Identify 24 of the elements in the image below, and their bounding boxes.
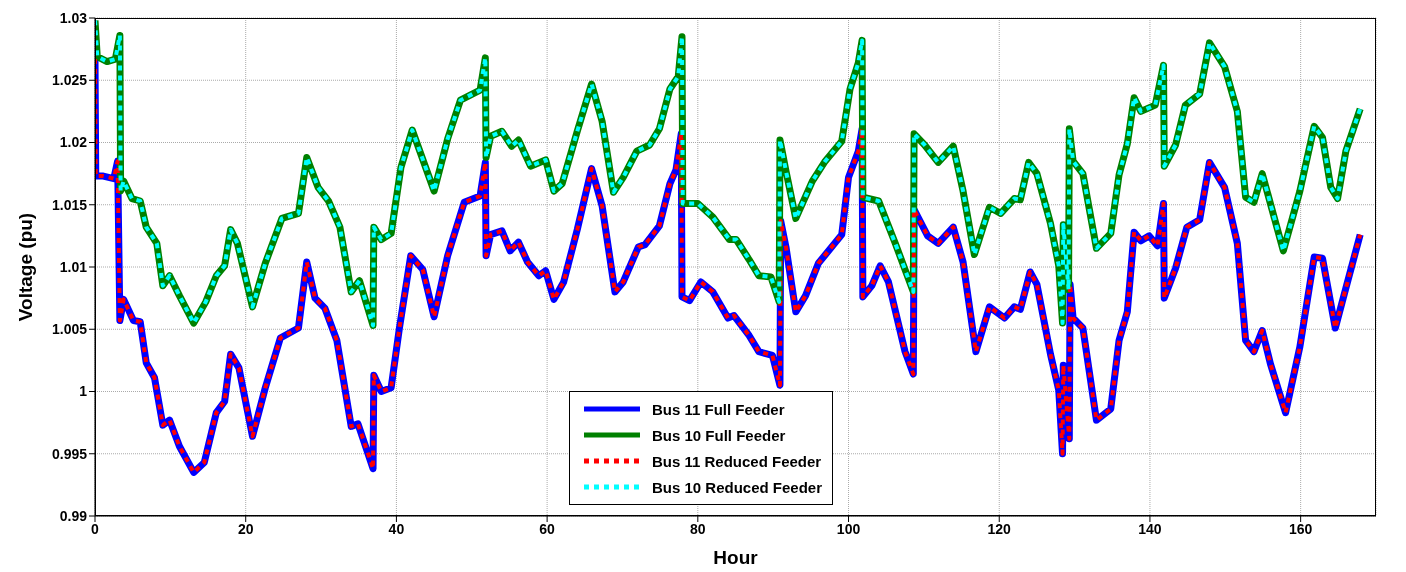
legend-label: Bus 10 Full Feeder bbox=[651, 426, 786, 444]
x-tick-label: 60 bbox=[539, 520, 556, 537]
y-tick-label: 1.025 bbox=[51, 72, 88, 89]
x-tick-label: 100 bbox=[836, 520, 861, 537]
y-tick-label: 0.995 bbox=[51, 445, 88, 462]
y-tick-label: 0.99 bbox=[59, 507, 88, 524]
legend-label: Bus 11 Reduced Feeder bbox=[651, 452, 822, 470]
x-tick-label: 140 bbox=[1138, 520, 1162, 537]
x-tick-label: 160 bbox=[1288, 520, 1313, 537]
x-tick-label: 20 bbox=[237, 520, 254, 537]
y-tick-label: 1.01 bbox=[59, 258, 88, 275]
x-tick-label: 0 bbox=[91, 520, 100, 537]
x-tick-label: 80 bbox=[690, 520, 706, 537]
y-tick-label: 1.02 bbox=[59, 134, 88, 151]
y-tick-label: 1.015 bbox=[51, 196, 88, 213]
legend-label: Bus 11 Full Feeder bbox=[651, 400, 785, 418]
y-tick-label: 1 bbox=[79, 383, 88, 400]
legend-label: Bus 10 Reduced Feeder bbox=[651, 478, 823, 496]
y-axis-title: Voltage (pu) bbox=[14, 212, 36, 322]
y-tick-label: 1.03 bbox=[59, 9, 88, 26]
x-tick-label: 40 bbox=[388, 520, 405, 537]
x-axis-title: Hour bbox=[713, 547, 759, 568]
x-tick-label: 120 bbox=[987, 520, 1012, 537]
y-tick-label: 1.005 bbox=[51, 321, 88, 338]
